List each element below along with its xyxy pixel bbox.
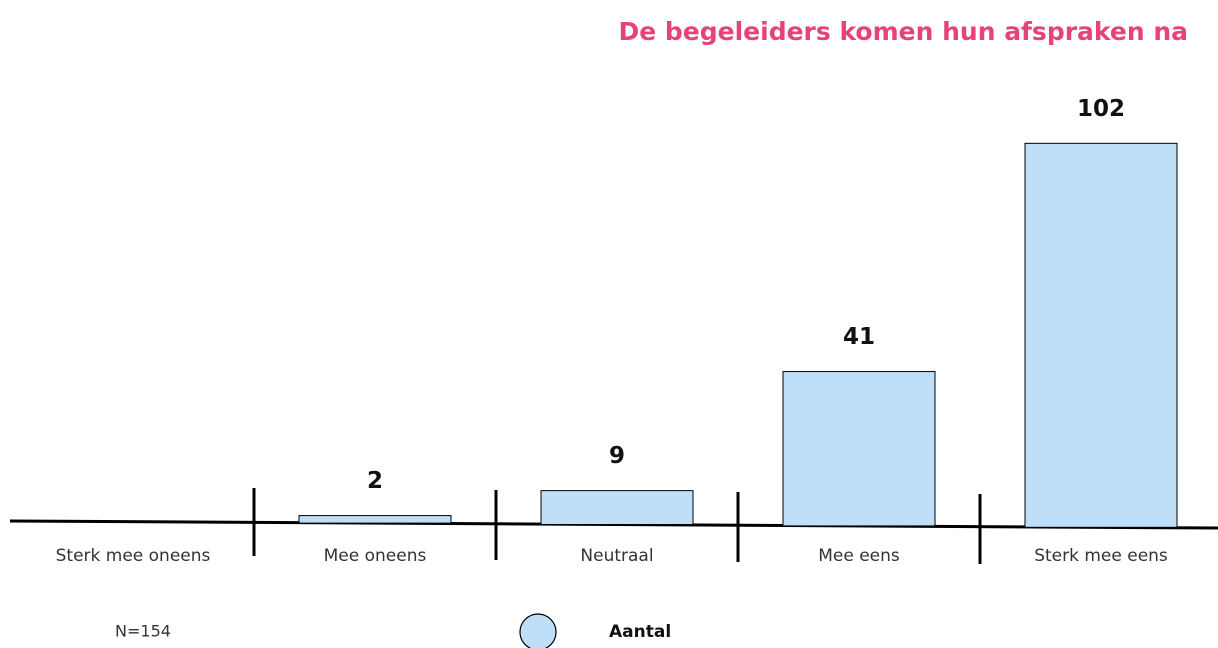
value-label: 9 [609,443,625,469]
x-tick-label: Sterk mee eens [1034,546,1168,566]
chart-title: De begeleiders komen hun afspraken na [618,17,1188,46]
value-label: 2 [367,468,383,494]
x-tick-label: Mee eens [818,546,900,566]
bar [298,515,452,524]
legend-swatch [519,613,557,648]
x-tick-label: Neutraal [580,546,653,566]
legend-label: Aantal [609,622,671,642]
bar [540,490,694,526]
dividers [252,488,982,564]
bar [1024,142,1178,528]
note: N=154 [115,622,171,641]
value-label: 41 [843,324,875,350]
x-tick-label: Sterk mee oneens [56,546,211,566]
x-tick-label: Mee oneens [324,546,427,566]
value-label: 102 [1077,96,1125,122]
bar [782,371,936,527]
